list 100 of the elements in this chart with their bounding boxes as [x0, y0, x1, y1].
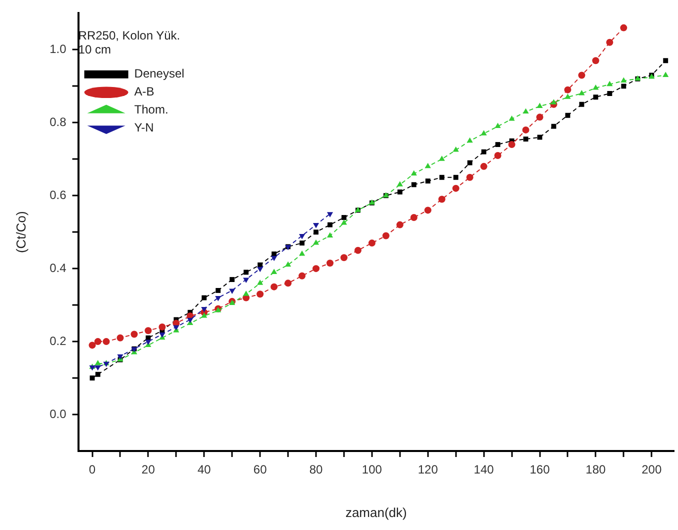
- x-tick-label: 140: [474, 462, 494, 477]
- point: [326, 212, 334, 218]
- x-tick-label: 60: [253, 462, 268, 477]
- x-tick-label: 100: [362, 462, 382, 477]
- y-tick-label: 0.6: [50, 188, 67, 202]
- point: [326, 232, 334, 238]
- point: [480, 130, 487, 136]
- point: [216, 288, 221, 293]
- point: [272, 252, 277, 256]
- point: [312, 265, 320, 272]
- point: [116, 334, 124, 342]
- point: [396, 221, 404, 228]
- point: [326, 260, 334, 267]
- point: [494, 152, 502, 159]
- point: [565, 112, 570, 118]
- point: [424, 162, 431, 168]
- point: [453, 174, 458, 180]
- point: [593, 94, 598, 100]
- point: [452, 184, 460, 192]
- y-tick-label: 0.2: [50, 334, 67, 348]
- point: [396, 181, 403, 186]
- y-tick-label: 1.0: [50, 42, 67, 56]
- point: [102, 338, 110, 346]
- point: [621, 84, 626, 89]
- x-tick-label: 120: [418, 462, 438, 477]
- point: [467, 160, 472, 166]
- point: [88, 342, 96, 349]
- point: [592, 57, 600, 64]
- point: [564, 86, 572, 94]
- point: [620, 77, 627, 82]
- point: [536, 114, 544, 121]
- point: [522, 126, 530, 134]
- point: [340, 219, 348, 225]
- point: [578, 72, 586, 79]
- legend-label: A-B: [134, 84, 154, 99]
- point: [410, 170, 417, 176]
- legend-title: RR250, Kolon Yük. 10 cm: [78, 28, 180, 57]
- point: [298, 272, 306, 280]
- point: [342, 215, 346, 220]
- point: [495, 142, 500, 148]
- x-tick-label: 160: [530, 462, 550, 477]
- y-tick-label: 0.4: [50, 260, 67, 275]
- point: [270, 283, 278, 290]
- point: [551, 124, 556, 129]
- x-tick-label: 0: [88, 462, 96, 477]
- point: [466, 174, 474, 181]
- point: [578, 90, 585, 96]
- point: [158, 323, 166, 330]
- y-tick-label: 0.8: [50, 114, 67, 129]
- point: [425, 178, 430, 184]
- point: [607, 90, 612, 96]
- point: [354, 246, 362, 254]
- point: [438, 156, 445, 161]
- point: [508, 141, 516, 148]
- point: [494, 122, 501, 128]
- point: [94, 338, 102, 346]
- point: [215, 296, 222, 302]
- point: [536, 102, 543, 108]
- point: [523, 136, 528, 142]
- point: [256, 290, 264, 298]
- legend-label: Y-N: [134, 120, 154, 135]
- point: [312, 240, 320, 245]
- y-axis-title: (Ct/Co): [13, 211, 28, 254]
- point: [397, 189, 402, 194]
- point: [620, 24, 628, 32]
- point: [438, 196, 446, 203]
- point: [257, 280, 264, 285]
- point: [257, 266, 264, 272]
- point: [298, 234, 306, 240]
- point: [508, 116, 515, 121]
- legend-label: Thom.: [134, 102, 168, 117]
- point: [243, 290, 250, 296]
- point: [452, 146, 459, 152]
- point: [271, 268, 278, 274]
- point: [146, 335, 151, 340]
- point: [662, 72, 669, 77]
- point: [144, 327, 152, 334]
- point: [94, 365, 101, 371]
- point: [480, 162, 488, 170]
- point: [606, 80, 613, 86]
- point: [411, 182, 416, 188]
- point: [410, 214, 418, 222]
- point: [663, 58, 668, 64]
- x-tick-label: 20: [142, 462, 156, 477]
- legend-label: Deneysel: [134, 66, 184, 81]
- point: [244, 270, 249, 275]
- point: [243, 278, 250, 284]
- point: [201, 306, 208, 312]
- point: [606, 38, 614, 46]
- point: [592, 84, 599, 90]
- point: [522, 108, 529, 114]
- point: [130, 330, 138, 338]
- point: [564, 94, 571, 99]
- x-tick-label: 180: [586, 462, 606, 477]
- point: [285, 261, 292, 267]
- point: [368, 240, 376, 247]
- x-tick-label: 80: [309, 462, 324, 477]
- x-tick-label: 40: [197, 462, 212, 477]
- x-axis-title: zaman(dk): [345, 504, 407, 520]
- y-tick-label: 0.0: [50, 406, 67, 421]
